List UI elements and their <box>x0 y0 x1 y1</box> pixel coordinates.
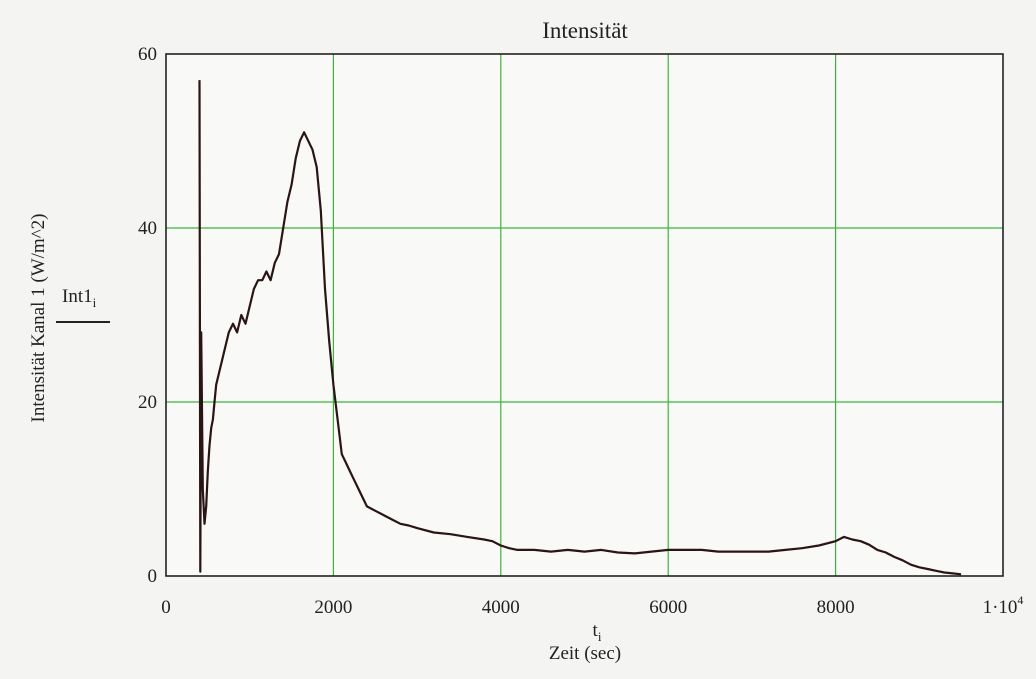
x-tick-exponent: 4 <box>1017 593 1023 607</box>
plot-frame <box>165 53 1004 577</box>
x-variable-name: t <box>593 620 599 641</box>
x-variable-label: ti <box>593 620 602 644</box>
x-tick-label: 2000 <box>314 597 352 618</box>
x-axis-label: Zeit (sec) <box>549 643 621 664</box>
x-tick-text: 2000 <box>314 597 352 618</box>
x-tick-label: 4000 <box>482 597 520 618</box>
y-tick-label: 60 <box>138 44 157 65</box>
series-layer <box>198 80 962 576</box>
plot-background <box>166 54 1003 576</box>
x-tick-text: 1·10 <box>983 597 1018 618</box>
y-tick-label: 0 <box>148 566 158 587</box>
y-tick-label: 20 <box>138 392 157 413</box>
legend-label: Int1i <box>62 286 97 310</box>
x-tick-label: 0 <box>161 597 171 618</box>
legend-label-name: Int1 <box>62 286 93 307</box>
series-line-int1 <box>198 80 962 576</box>
x-variable-subscript: i <box>598 629 602 644</box>
chart-title: Intensität <box>542 18 628 43</box>
x-tick-text: 0 <box>161 597 171 618</box>
x-tick-label: 8000 <box>817 597 855 618</box>
legend-label-subscript: i <box>93 295 97 310</box>
x-tick-text: 4000 <box>482 597 520 618</box>
y-axis-label: Intensität Kanal 1 (W/m^2) <box>28 214 49 423</box>
x-tick-label: 6000 <box>649 597 687 618</box>
grid-layer <box>166 54 1003 576</box>
x-tick-text: 6000 <box>649 597 687 618</box>
y-tick-label: 40 <box>138 218 157 239</box>
x-tick-label: 1·104 <box>983 593 1024 618</box>
x-tick-text: 8000 <box>817 597 855 618</box>
